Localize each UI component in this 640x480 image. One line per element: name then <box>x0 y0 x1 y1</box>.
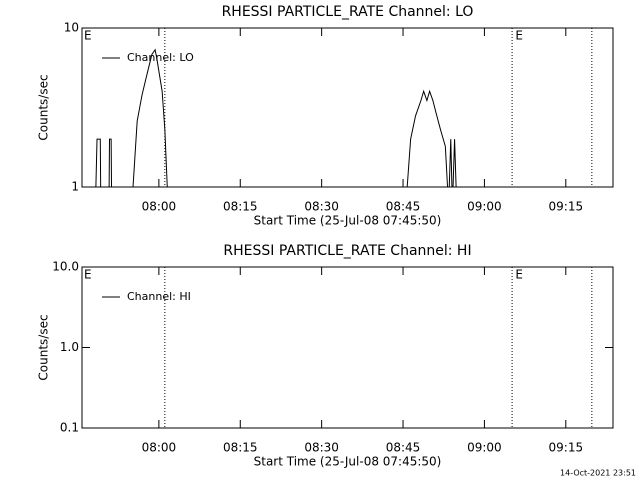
plot-frame <box>81 266 614 429</box>
footer-timestamp: 14-Oct-2021 23:51 <box>560 469 636 478</box>
y-axis-label: Counts/sec <box>37 74 51 140</box>
x-axis-label: Start Time (25-Jul-08 07:45:50) <box>254 214 442 228</box>
event-label: E <box>515 29 523 43</box>
legend-label: Channel: HI <box>127 290 191 303</box>
plot-frame <box>81 27 614 188</box>
x-tick-label: 08:45 <box>386 200 421 214</box>
x-tick-label: 08:30 <box>304 200 339 214</box>
y-axis-label: Counts/sec <box>37 314 51 380</box>
y-tick-label: 10 <box>64 21 79 35</box>
legend-label: Channel: LO <box>127 51 194 64</box>
x-tick-label: 09:00 <box>467 441 502 455</box>
y-tick-label: 0.1 <box>60 421 79 435</box>
event-label: E <box>84 29 92 43</box>
x-tick-label: 09:00 <box>467 200 502 214</box>
chart-title: RHESSI PARTICLE_RATE Channel: HI <box>223 243 471 259</box>
y-tick-label: 1.0 <box>60 340 79 354</box>
x-tick-label: 09:15 <box>549 441 584 455</box>
panel: RHESSI PARTICLE_RATE Channel: LO Start Ti… <box>37 4 614 228</box>
y-tick-label: 1 <box>71 180 79 194</box>
x-tick-label: 08:00 <box>142 200 177 214</box>
event-label: E <box>84 268 92 282</box>
x-tick-label: 08:15 <box>223 441 258 455</box>
panel: RHESSI PARTICLE_RATE Channel: HI Start Ti… <box>37 243 614 469</box>
x-tick-label: 08:00 <box>142 441 177 455</box>
x-tick-label: 08:30 <box>304 441 339 455</box>
event-label: E <box>515 268 523 282</box>
x-tick-label: 08:45 <box>386 441 421 455</box>
data-line <box>95 48 457 187</box>
y-tick-label: 10.0 <box>52 260 79 274</box>
chart-title: RHESSI PARTICLE_RATE Channel: LO <box>222 4 474 20</box>
x-tick-label: 09:15 <box>549 200 584 214</box>
x-tick-label: 08:15 <box>223 200 258 214</box>
x-axis-label: Start Time (25-Jul-08 07:45:50) <box>254 455 442 469</box>
